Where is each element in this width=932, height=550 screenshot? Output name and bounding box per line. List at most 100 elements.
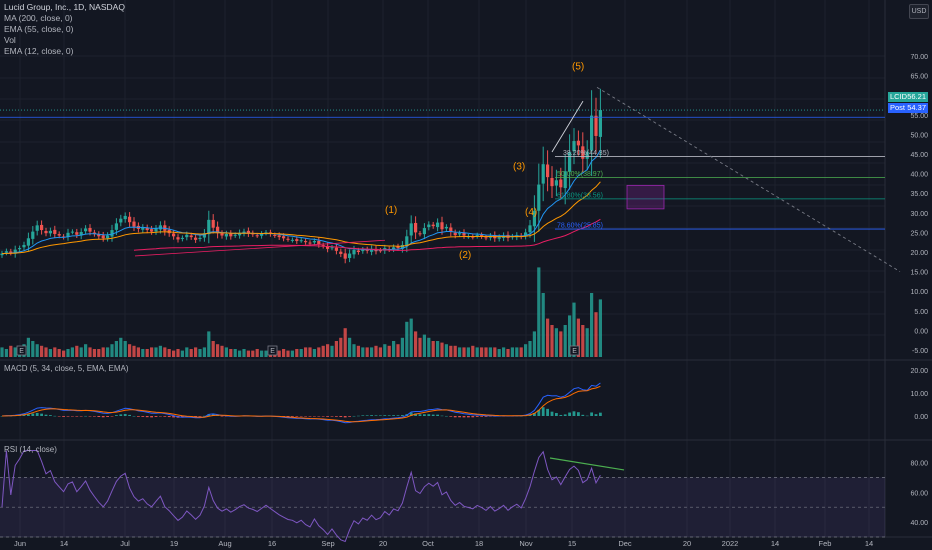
volume-bar — [123, 341, 127, 357]
macd-histogram-bar — [423, 414, 426, 416]
macd-histogram-bar — [115, 415, 118, 416]
macd-histogram-bar — [449, 416, 453, 417]
volume-bar — [180, 350, 184, 357]
candle-body — [343, 253, 347, 259]
candle-body — [290, 239, 294, 241]
volume-bar — [53, 347, 57, 357]
macd-histogram-bar — [35, 412, 39, 416]
macd-label[interactable]: MACD (5, 34, close, 5, EMA, EMA) — [4, 364, 129, 373]
candle-body — [339, 251, 343, 254]
time-axis-label: Nov — [519, 539, 533, 548]
candle-body — [532, 210, 536, 227]
volume-bar — [431, 341, 435, 357]
time-axis-label: Jun — [14, 539, 26, 548]
candle-body — [356, 250, 360, 252]
wave-label: (4) — [525, 207, 537, 218]
earnings-marker-label: E — [572, 348, 577, 355]
earnings-marker-label: E — [270, 348, 275, 355]
candle-body — [484, 237, 488, 239]
macd-histogram-bar — [484, 416, 488, 417]
candle-body — [418, 233, 422, 235]
macd-histogram-bar — [0, 416, 4, 417]
volume-bar — [528, 341, 532, 357]
candle-body — [396, 246, 400, 249]
volume-bar — [392, 341, 396, 357]
macd-histogram-bar — [31, 413, 35, 416]
candle-body — [66, 232, 70, 237]
candle-body — [546, 164, 550, 178]
volume-bar — [414, 331, 418, 357]
volume-bar — [317, 347, 321, 357]
macd-histogram-bar — [537, 409, 541, 416]
candle-body — [185, 234, 189, 238]
candle-body — [568, 152, 572, 172]
candle-body — [106, 235, 110, 239]
macd-histogram-bar — [436, 414, 439, 416]
macd-histogram-bar — [480, 416, 483, 417]
rsi-label[interactable]: RSI (14, close) — [4, 445, 57, 454]
macd-histogram-bar — [392, 415, 395, 416]
volume-bar — [92, 349, 96, 357]
volume-bar — [493, 347, 497, 357]
indicator-vol[interactable]: Vol — [4, 35, 16, 45]
macd-histogram-bar — [172, 416, 175, 418]
price-axis-label: 65.00 — [910, 74, 928, 81]
candle-body — [295, 239, 299, 242]
symbol-title[interactable]: Lucid Group, Inc., 1D, NASDAQ — [4, 2, 125, 12]
time-axis-label: 14 — [771, 539, 779, 548]
candle-body — [242, 231, 246, 234]
candle-body — [370, 248, 374, 252]
volume-bar — [330, 345, 334, 357]
volume-bar — [233, 349, 237, 357]
price-axis-label: 35.00 — [910, 191, 928, 198]
macd-histogram-bar — [352, 415, 356, 417]
macd-histogram-bar — [62, 416, 65, 417]
volume-bar — [0, 347, 4, 357]
candle-body — [260, 233, 264, 236]
candle-body — [572, 141, 576, 152]
candle-body — [286, 238, 290, 240]
volume-bar — [510, 347, 514, 357]
volume-bar — [70, 347, 74, 357]
legend-main: Lucid Group, Inc., 1D, NASDAQ MA (200, c… — [4, 2, 125, 57]
macd-histogram-bar — [145, 416, 149, 418]
drawings[interactable]: 38.20%(44.35) 50.00%(38.97) 61.80%(33.56) 7… — [0, 62, 901, 356]
macd-histogram-bar — [150, 416, 153, 418]
macd-histogram-bar — [27, 414, 30, 416]
time-axis-label: 2022 — [722, 539, 739, 548]
macd-histogram-bar — [154, 416, 158, 417]
volume-bar — [550, 325, 554, 357]
macd-histogram-bar — [53, 415, 57, 417]
indicator-ema12[interactable]: EMA (12, close, 0) — [4, 46, 74, 56]
post-label: Post — [890, 103, 906, 112]
macd-histogram-bar — [84, 415, 87, 417]
volume-bar — [343, 328, 347, 357]
indicator-ema55[interactable]: EMA (55, close, 0) — [4, 24, 74, 34]
macd-histogram-bar — [216, 415, 219, 416]
macd-histogram-bar — [335, 416, 338, 417]
time-axis-label: 14 — [60, 539, 68, 548]
indicator-ma200[interactable]: MA (200, close, 0) — [4, 13, 73, 23]
volume-bar — [585, 328, 589, 357]
candle-body — [378, 250, 382, 252]
currency-button[interactable]: USD — [909, 4, 929, 19]
candle-body — [132, 221, 136, 227]
price-axis-label: -5.00 — [912, 348, 928, 355]
volume-bar — [260, 350, 264, 357]
volume-bar — [440, 342, 444, 357]
candle-body — [365, 249, 369, 251]
volume-bar — [158, 345, 162, 357]
macd-histogram-bar — [418, 414, 422, 416]
candle-body — [246, 230, 250, 234]
candle-body — [4, 251, 8, 253]
candle-body — [449, 227, 453, 233]
volume-bar — [198, 349, 202, 357]
rsi-divergence-line — [549, 457, 625, 471]
rsi-pane — [0, 450, 885, 543]
time-axis-label: 14 — [865, 539, 873, 548]
volume-bar — [370, 347, 374, 357]
price-axis-label: 25.00 — [910, 230, 928, 237]
volume-bar — [79, 347, 83, 357]
